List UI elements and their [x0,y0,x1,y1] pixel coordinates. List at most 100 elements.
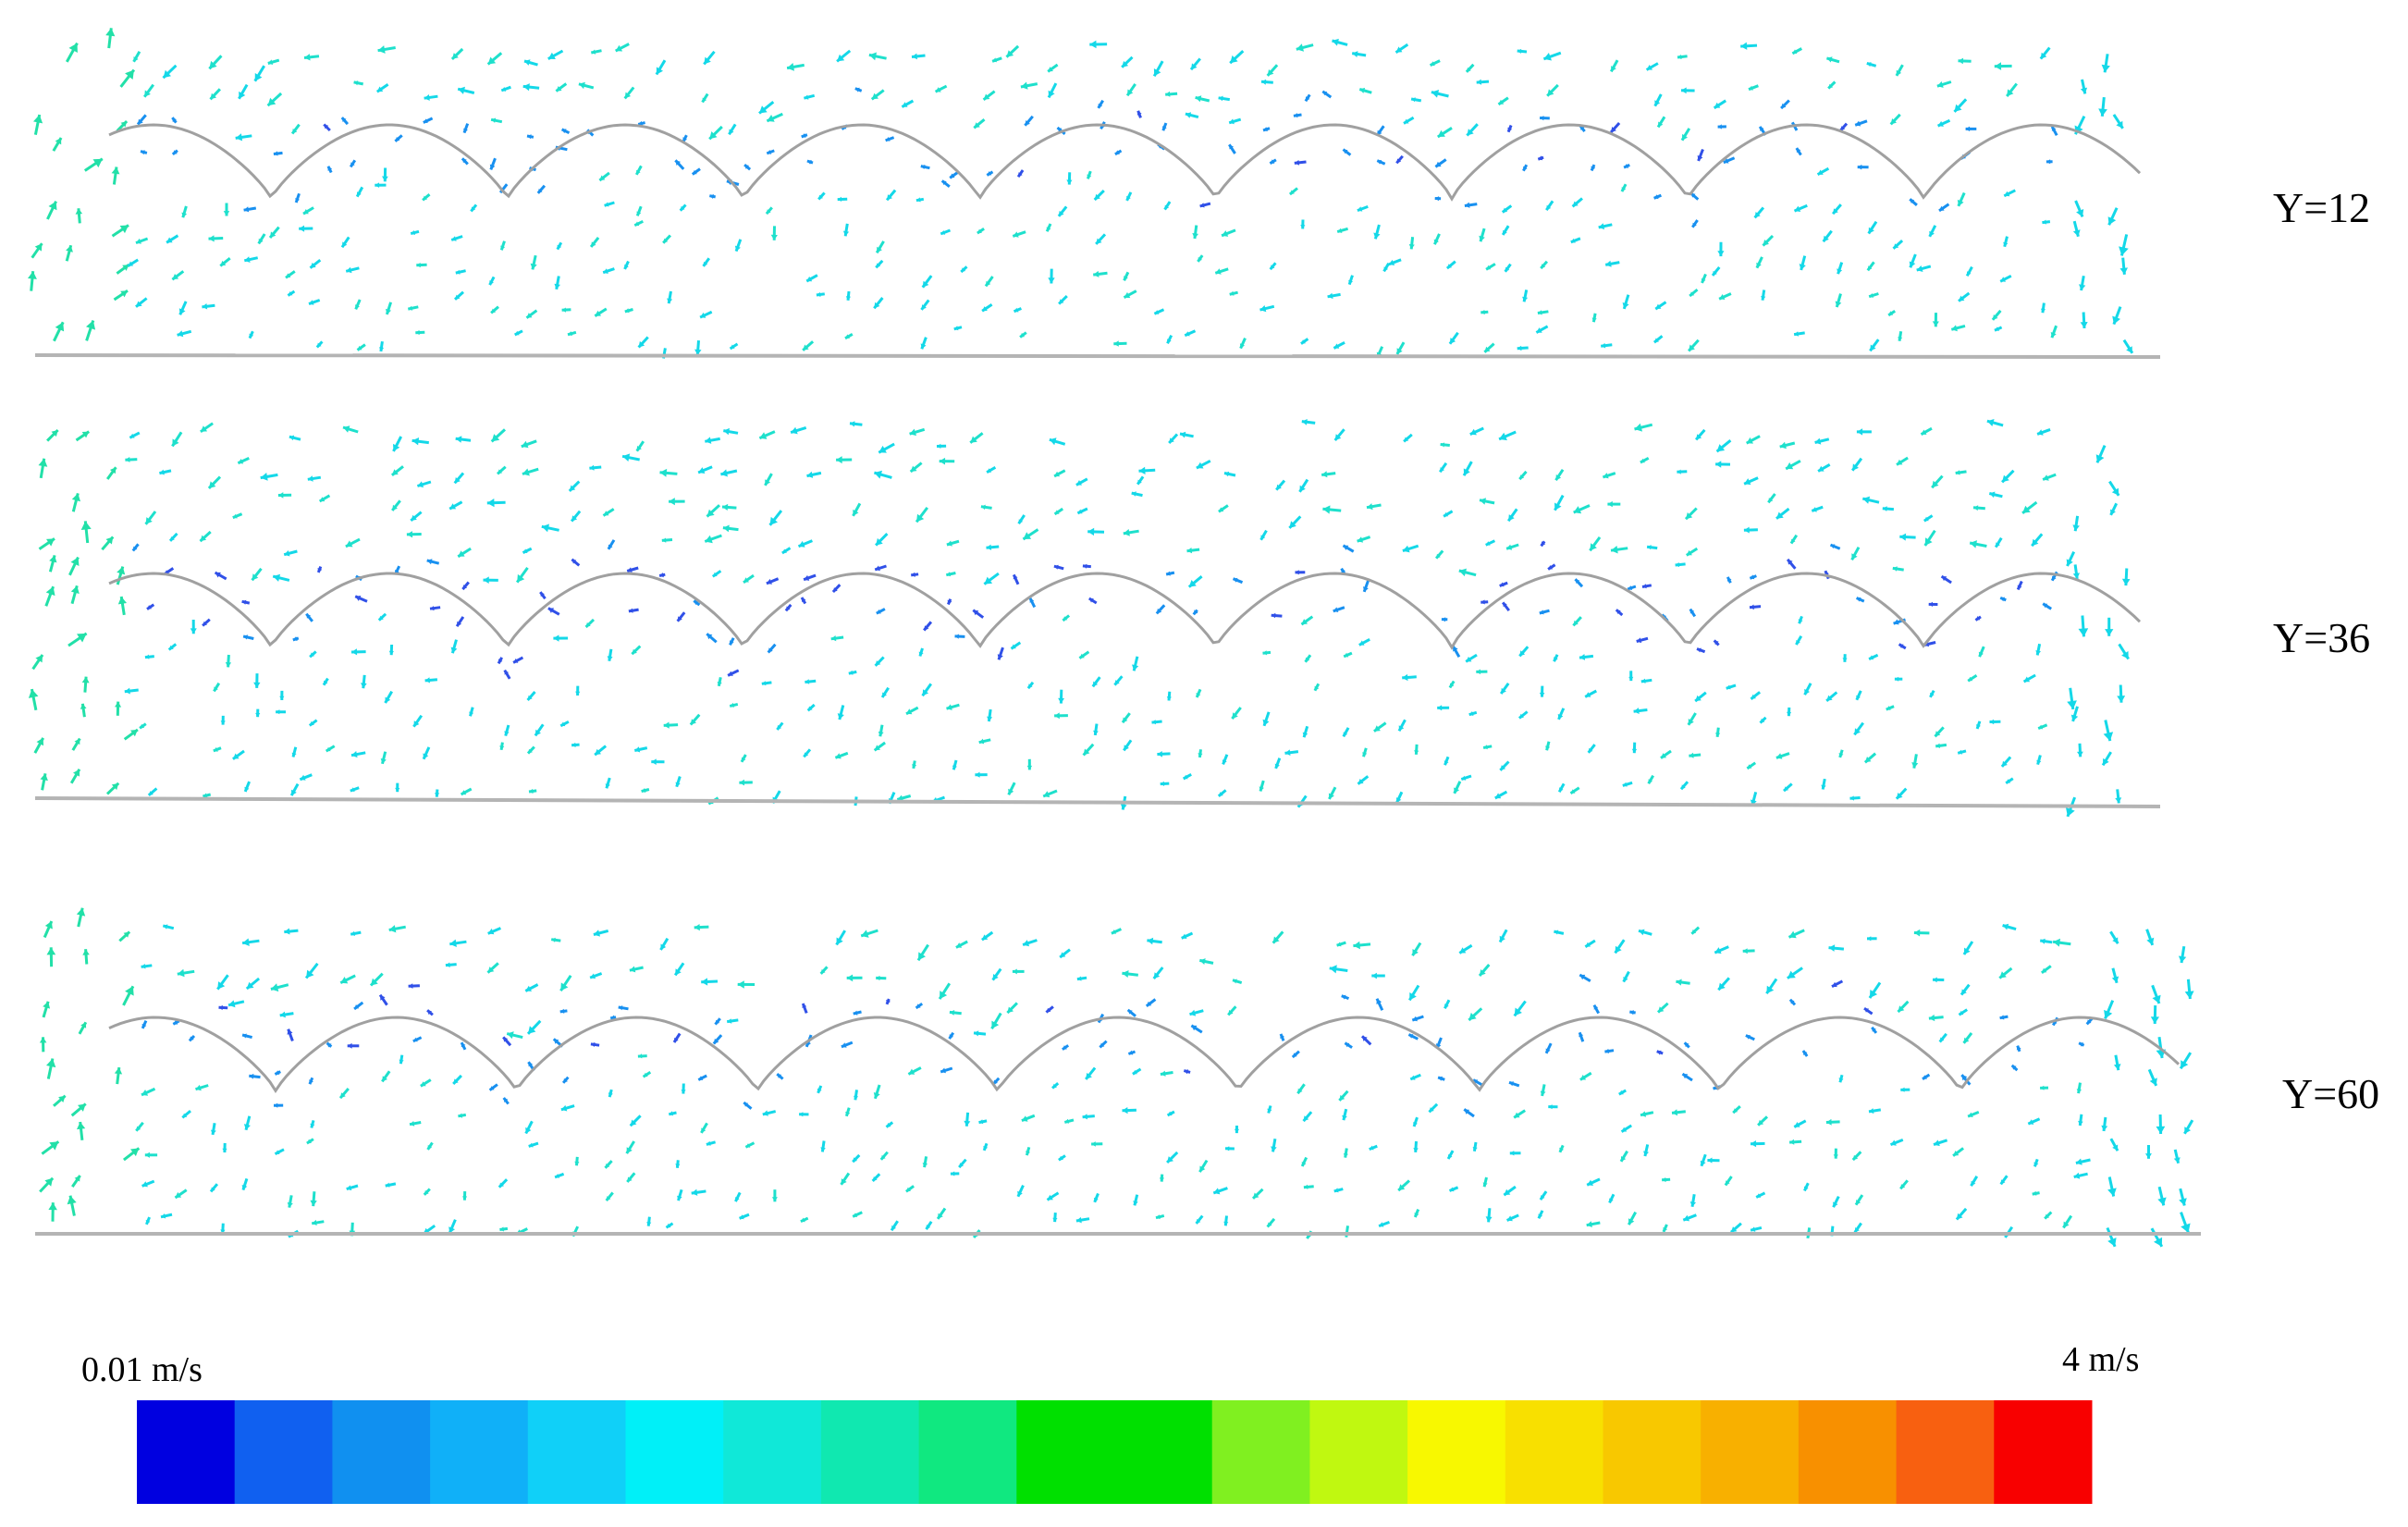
velocity-vector-head [255,712,261,718]
velocity-vector-head [1499,935,1505,942]
velocity-vector-head [258,238,264,244]
velocity-vector-head [170,536,175,541]
velocity-vector-head [399,1059,404,1065]
velocity-vector-head [1607,500,1613,508]
velocity-vector-head [1615,945,1622,954]
velocity-vector-head [1154,310,1160,314]
velocity-vector-head [1714,640,1719,646]
velocity-vector-head [1937,120,1944,127]
velocity-vector-head [1046,1007,1051,1013]
velocity-vector-head [324,124,329,129]
velocity-vector-head [1956,1213,1963,1220]
velocity-vector-head [2095,454,2105,463]
velocity-vector-head [705,535,713,544]
velocity-vector-head [1640,678,1646,683]
velocity-vector-head [1523,166,1528,171]
velocity-vector-head [1369,1145,1374,1151]
velocity-vector-head [1357,206,1363,212]
velocity-vector-head [1429,1107,1434,1113]
velocity-vector-head [34,243,43,252]
velocity-vector-head [804,752,809,757]
velocity-vector-head [132,546,138,551]
velocity-vector-head [1127,1009,1133,1015]
velocity-vector-head [694,349,702,355]
velocity-vector-head [503,1098,509,1102]
velocity-vector-head [223,211,230,216]
velocity-vector-head [1376,998,1382,1004]
velocity-vector-head [1751,1140,1757,1148]
velocity-vector-head [408,305,413,311]
velocity-vector-head [125,986,134,996]
velocity-vector-head [1682,1074,1689,1079]
velocity-vector-head [1466,67,1471,72]
velocity-vector-head [172,117,177,123]
velocity-vector-head [1586,1221,1592,1227]
velocity-vector-head [606,1196,611,1201]
velocity-vector-head [499,1226,504,1232]
velocity-vector-head [1975,616,1981,621]
velocity-vector-head [504,670,510,675]
velocity-vector-head [241,1185,248,1190]
velocity-vector-head [922,689,929,696]
velocity-vector-head [1856,1200,1861,1205]
velocity-vector-head [1404,437,1409,442]
velocity-vector-head [2110,509,2116,515]
velocity-vector-head [704,56,711,65]
velocity-vector-head [1661,753,1666,758]
velocity-vector-head [1295,570,1299,575]
velocity-vector-head [841,1178,847,1185]
velocity-vector-head [288,291,293,296]
velocity-vector-head [706,1140,711,1146]
velocity-vector-head [1440,467,1444,473]
velocity-vector-head [1864,757,1872,763]
velocity-vector-head [1621,1127,1628,1132]
velocity-vector-head [1122,1107,1128,1114]
velocity-vector-head [267,59,274,65]
velocity-vector-head [1301,1162,1307,1166]
velocity-vector-head [1965,126,1971,132]
velocity-vector-head [802,1004,807,1008]
velocity-vector-head [712,572,718,577]
velocity-vector-head [713,1038,719,1044]
velocity-vector-head [78,1103,86,1112]
velocity-vector-head [1751,694,1756,699]
velocity-vector-head [1677,469,1681,474]
velocity-vector-head [306,969,314,979]
velocity-vector-head [571,559,577,564]
velocity-vector-head [952,765,957,770]
velocity-vector-head [1688,719,1694,725]
velocity-vector-head [40,773,48,782]
velocity-vector-head [277,492,284,499]
color-scale-segment [820,1400,920,1504]
velocity-vector-head [2078,1120,2083,1126]
velocity-vector-head [189,1036,194,1041]
velocity-vector-head [1909,261,1916,268]
velocity-vector-head [304,54,311,61]
velocity-vector-head [1058,697,1064,704]
velocity-vector-head [1851,553,1858,560]
velocity-vector-head [1479,235,1485,242]
velocity-vector-head [1854,1227,1860,1233]
velocity-vector-head [568,331,572,337]
velocity-vector-head [355,304,360,310]
velocity-vector-head [1857,164,1862,170]
velocity-vector-head [2077,751,2083,757]
velocity-vector-head [1537,310,1542,315]
velocity-vector-head [561,129,567,134]
velocity-vector-head [1293,113,1298,118]
velocity-vector-head [501,87,507,92]
velocity-vector-head [292,129,298,134]
velocity-vector-head [220,260,227,266]
velocity-vector-head [412,1037,418,1042]
velocity-vector-head [2184,991,2194,999]
velocity-vector-head [1089,40,1097,49]
velocity-vector-head [1373,232,1381,240]
velocity-vector-head [1681,784,1686,790]
velocity-vector-head [463,128,468,133]
velocity-vector-head [561,307,566,313]
velocity-vector-head [2184,1127,2192,1134]
velocity-vector-head [1466,656,1472,662]
velocity-vector-head [1716,444,1726,452]
velocity-vector-head [253,682,261,688]
velocity-vector-head [845,296,851,301]
